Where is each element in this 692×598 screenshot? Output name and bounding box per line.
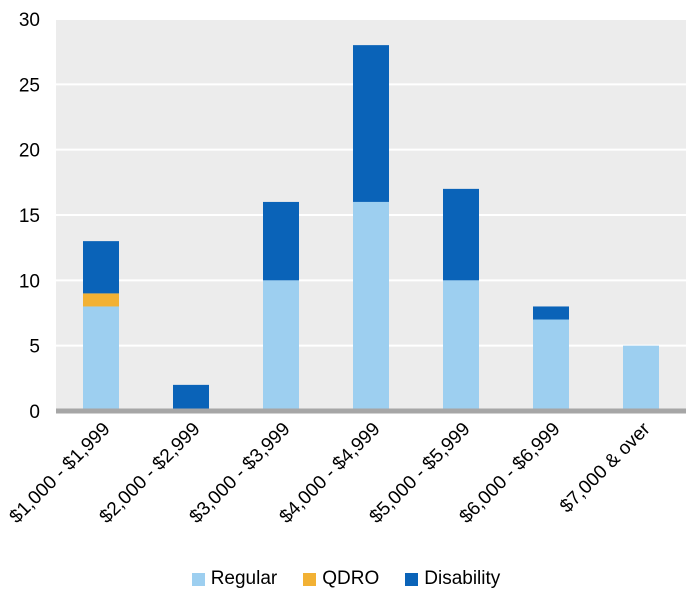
legend-swatch-regular [191, 572, 205, 586]
legend-swatch-disability [405, 572, 419, 586]
y-tick-label: 15 [19, 206, 40, 227]
x-tick-label: $7,000 & over [556, 418, 655, 517]
bar-segment-disability [83, 241, 119, 294]
bars [83, 45, 659, 411]
bar-segment-regular [533, 319, 569, 411]
bar-segment-regular [443, 280, 479, 411]
bar-segment-regular [623, 345, 659, 411]
y-tick-label: 25 [19, 75, 40, 96]
y-tick-label: 20 [19, 141, 40, 162]
legend-item-qdro: QDRO [303, 568, 379, 590]
y-axis-tick-labels: 0 5 10 15 20 25 30 [19, 10, 40, 423]
legend-item-regular: Regular [191, 568, 278, 590]
y-tick-label: 0 [29, 402, 40, 423]
bar-segment-regular [83, 306, 119, 411]
legend-swatch-qdro [303, 572, 317, 586]
bar-segment-disability [353, 45, 389, 202]
y-tick-label: 5 [29, 337, 40, 358]
bar-segment-regular [263, 280, 299, 411]
bar-segment-disability [263, 201, 299, 281]
y-tick-label: 30 [19, 10, 40, 31]
bar-segment-disability [533, 306, 569, 320]
bar-segment-regular [353, 201, 389, 411]
x-axis-tick-labels: $1,000 - $1,999$2,000 - $2,999$3,000 - $… [6, 418, 655, 527]
legend-label-disability: Disability [424, 568, 501, 589]
legend: Regular QDRO Disability [0, 568, 692, 590]
bar-segment-disability [173, 384, 209, 411]
legend-item-disability: Disability [405, 568, 500, 590]
y-tick-label: 10 [19, 271, 40, 292]
legend-label-qdro: QDRO [322, 568, 380, 589]
bar-segment-disability [443, 188, 479, 281]
legend-label-regular: Regular [210, 568, 278, 589]
bar-segment-qdro [83, 293, 119, 307]
